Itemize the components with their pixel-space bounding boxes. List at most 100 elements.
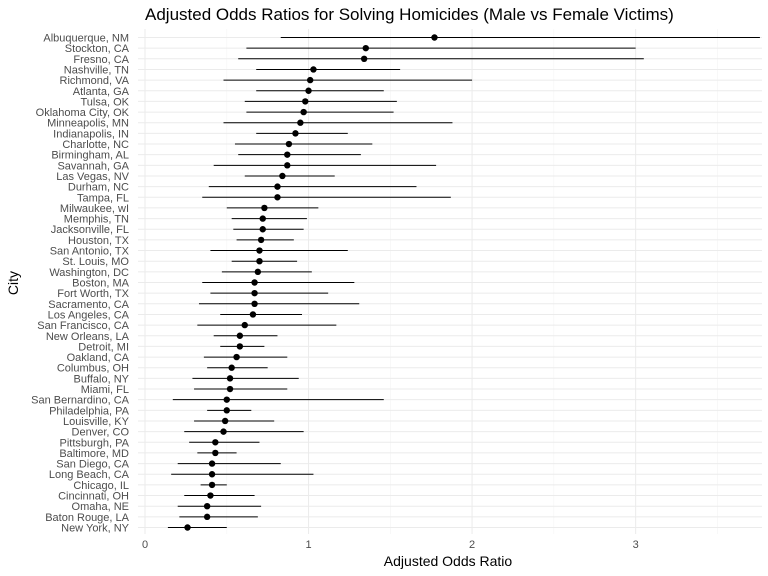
y-tick-label: Indianapolis, IN bbox=[53, 128, 129, 140]
y-tick-label: Las Vegas, NV bbox=[56, 171, 129, 183]
y-tick-label: Pittsburgh, PA bbox=[60, 437, 130, 449]
odds-ratio-point bbox=[256, 247, 263, 254]
x-tick-label: 0 bbox=[142, 539, 148, 551]
y-tick-label: Baltimore, MD bbox=[59, 448, 129, 460]
odds-ratio-point bbox=[223, 396, 230, 403]
odds-ratio-point bbox=[305, 87, 312, 94]
y-tick-label: San Francisco, CA bbox=[37, 320, 129, 332]
odds-ratio-point bbox=[208, 481, 216, 489]
y-tick-label: Cincinnati, OH bbox=[58, 491, 129, 503]
y-tick-label: Oklahoma City, OK bbox=[36, 107, 130, 119]
odds-ratio-point bbox=[285, 140, 293, 148]
y-tick-label: Chicago, IL bbox=[73, 480, 129, 492]
y-tick-label: Denver, CO bbox=[72, 427, 130, 439]
y-tick-label: Tampa, FL bbox=[77, 192, 129, 204]
y-axis-title: City bbox=[5, 271, 21, 295]
y-tick-label: Boston, MA bbox=[72, 278, 130, 290]
y-tick-label: Milwaukee, wI bbox=[60, 203, 129, 215]
y-tick-label: Richmond, VA bbox=[60, 75, 130, 87]
y-tick-label: Savannah, GA bbox=[57, 160, 129, 172]
odds-ratio-point bbox=[251, 279, 258, 286]
odds-ratio-point bbox=[274, 194, 281, 201]
odds-ratio-point bbox=[249, 311, 257, 318]
odds-ratio-point bbox=[236, 343, 244, 350]
chart-title: Adjusted Odds Ratios for Solving Homicid… bbox=[145, 5, 674, 24]
x-axis-title: Adjusted Odds Ratio bbox=[384, 553, 513, 569]
y-tick-label: San Diego, CA bbox=[56, 459, 129, 471]
y-tick-label: San Bernardino, CA bbox=[31, 395, 129, 407]
odds-ratio-point bbox=[208, 471, 216, 478]
odds-ratio-point bbox=[184, 524, 191, 531]
odds-ratio-point bbox=[279, 172, 286, 180]
odds-ratio-point bbox=[251, 289, 258, 297]
odds-ratio-point bbox=[212, 449, 219, 457]
y-tick-label: Miami, FL bbox=[81, 384, 129, 396]
y-tick-label: Durham, NC bbox=[68, 182, 129, 194]
odds-ratio-point bbox=[362, 44, 369, 52]
y-tick-label: Omaha, NE bbox=[72, 501, 129, 513]
y-tick-label: Fort Worth, TX bbox=[57, 288, 129, 300]
y-tick-label: Los Angeles, CA bbox=[48, 309, 130, 321]
data-marks bbox=[167, 34, 760, 531]
odds-ratio-point bbox=[254, 268, 262, 276]
x-tick-label: 1 bbox=[305, 539, 311, 551]
y-tick-label: Baton Rouge, LA bbox=[45, 512, 129, 524]
y-tick-label: Detroit, MI bbox=[78, 341, 129, 353]
odds-ratio-point bbox=[257, 236, 265, 244]
y-tick-label: Minneapolis, MN bbox=[47, 118, 129, 130]
odds-ratio-point bbox=[251, 300, 258, 308]
y-tick-label: Jacksonville, FL bbox=[51, 224, 129, 236]
odds-ratio-point bbox=[274, 183, 281, 190]
y-tick-label: Atlanta, GA bbox=[73, 86, 130, 98]
odds-ratio-point bbox=[241, 321, 248, 329]
y-tick-label: Sacramento, CA bbox=[48, 299, 129, 311]
odds-ratio-point bbox=[284, 151, 291, 158]
y-tick-label: Louisville, KY bbox=[63, 416, 130, 428]
y-tick-label: St. Louis, MO bbox=[62, 256, 129, 268]
y-tick-label: Washington, DC bbox=[49, 267, 129, 279]
x-tick-label: 2 bbox=[469, 539, 475, 551]
odds-ratio-point bbox=[297, 119, 304, 126]
x-axis-ticks: 0 1 2 3 bbox=[142, 539, 639, 551]
odds-ratio-point bbox=[220, 428, 227, 435]
y-tick-label: New York, NY bbox=[61, 523, 130, 535]
odds-ratio-point bbox=[212, 439, 219, 446]
odds-ratio-point bbox=[203, 502, 211, 510]
y-tick-label: Houston, TX bbox=[68, 235, 130, 247]
odds-ratio-point bbox=[256, 257, 263, 265]
y-tick-label: Nashville, TN bbox=[64, 64, 129, 76]
y-tick-label: New Orleans, LA bbox=[46, 331, 130, 343]
odds-ratio-point bbox=[223, 407, 230, 414]
y-tick-label: Oakland, CA bbox=[67, 352, 130, 364]
odds-ratio-point bbox=[292, 130, 299, 137]
y-tick-label: Long Beach, CA bbox=[49, 469, 130, 481]
odds-ratio-point bbox=[284, 162, 291, 169]
odds-ratio-point bbox=[203, 513, 211, 521]
odds-ratio-point bbox=[300, 108, 307, 116]
y-tick-label: Philadelphia, PA bbox=[49, 405, 130, 417]
y-tick-label: San Antonio, TX bbox=[50, 246, 130, 258]
y-tick-label: Stockton, CA bbox=[65, 43, 130, 55]
y-tick-label: Memphis, TN bbox=[64, 214, 129, 226]
y-tick-label: Birmingham, AL bbox=[51, 150, 129, 162]
y-tick-label: Charlotte, NC bbox=[62, 139, 129, 151]
odds-ratio-point bbox=[259, 226, 266, 233]
y-tick-label: Tulsa, OK bbox=[81, 96, 130, 108]
odds-ratio-point bbox=[236, 332, 244, 339]
odds-ratio-point bbox=[207, 492, 214, 499]
odds-ratio-point bbox=[431, 34, 438, 41]
odds-ratio-point bbox=[259, 215, 266, 222]
odds-ratio-point bbox=[228, 364, 235, 371]
y-tick-label: Columbus, OH bbox=[57, 363, 129, 375]
odds-ratio-point bbox=[360, 55, 368, 63]
odds-ratio-point bbox=[261, 204, 268, 212]
odds-ratio-point bbox=[226, 375, 234, 382]
x-tick-label: 3 bbox=[633, 539, 639, 551]
odds-ratio-point bbox=[302, 98, 309, 105]
y-tick-label: Albuquerque, NM bbox=[43, 33, 129, 45]
odds-ratio-point bbox=[226, 385, 234, 393]
odds-ratio-point bbox=[208, 460, 216, 467]
